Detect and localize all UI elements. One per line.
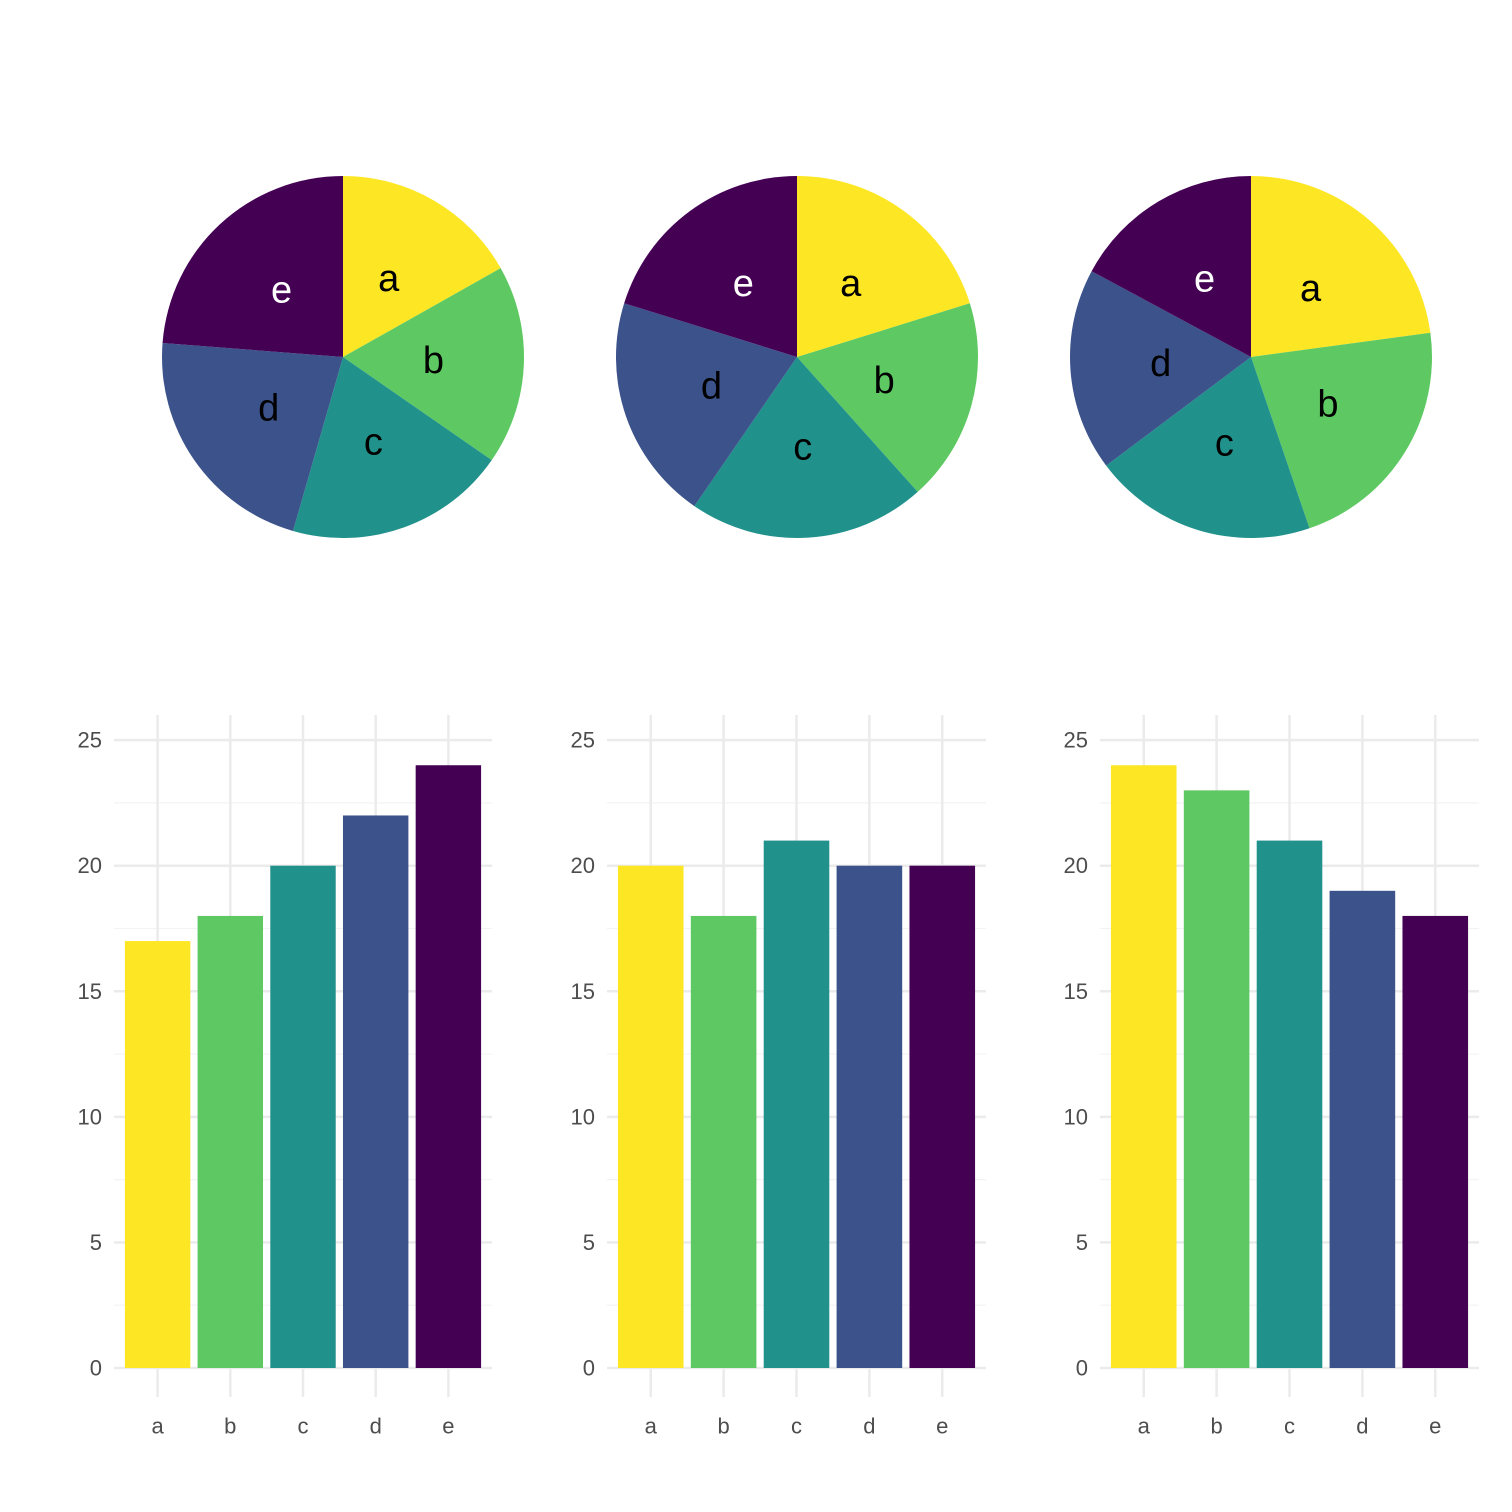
bar-chart-3: 0 5 10 15 20 25 a b c d e bbox=[1064, 715, 1479, 1439]
pie-slice-d bbox=[162, 342, 343, 531]
bar-c bbox=[763, 840, 830, 1368]
pie-slice-b bbox=[1251, 332, 1432, 529]
x-tick-label: c bbox=[791, 1414, 802, 1439]
pie-chart-1: abc d e bbox=[162, 176, 524, 538]
y-tick-label: 20 bbox=[78, 853, 102, 878]
bar-d bbox=[342, 815, 409, 1368]
y-tick-label: 10 bbox=[78, 1104, 102, 1129]
bar-e bbox=[1402, 915, 1469, 1368]
x-tick-label: b bbox=[224, 1414, 236, 1439]
pie-slice-a bbox=[1251, 176, 1431, 357]
pie-slice-label-a: a bbox=[378, 258, 400, 300]
pie-slice-label-c: c bbox=[364, 421, 383, 463]
x-tick-label: e bbox=[1429, 1414, 1441, 1439]
bar-b bbox=[690, 915, 757, 1368]
bar-c bbox=[1256, 840, 1323, 1368]
x-tick-label: d bbox=[863, 1414, 875, 1439]
pie-slice-label-b: b bbox=[874, 360, 895, 402]
bar-c bbox=[270, 865, 336, 1368]
pie-slice-label-b: b bbox=[1317, 384, 1338, 426]
x-tick-label: e bbox=[442, 1414, 454, 1439]
bar-b bbox=[197, 915, 264, 1368]
pie-slice-label-a: a bbox=[840, 263, 862, 305]
y-tick-label: 25 bbox=[1064, 728, 1088, 753]
bar-a bbox=[1110, 765, 1177, 1368]
pie-slice-e bbox=[162, 176, 343, 357]
pie-slice-a bbox=[797, 175, 970, 357]
y-tick-label: 5 bbox=[90, 1230, 102, 1255]
pie-chart-3: a b c d e bbox=[1069, 176, 1432, 539]
x-tick-label: d bbox=[1356, 1414, 1368, 1439]
bar-e bbox=[909, 865, 976, 1368]
bar-chart-2: 0 5 10 15 20 25 a b c d e bbox=[571, 715, 986, 1439]
y-tick-label: 10 bbox=[1064, 1104, 1088, 1129]
pie-slice-b bbox=[797, 303, 979, 492]
y-tick-label: 0 bbox=[583, 1356, 595, 1381]
pie-slice-label-e: e bbox=[1194, 258, 1215, 300]
y-tick-label: 0 bbox=[1076, 1356, 1088, 1381]
y-tick-label: 20 bbox=[571, 853, 595, 878]
pie-slice-label-d: d bbox=[1150, 343, 1171, 385]
y-tick-label: 15 bbox=[78, 979, 102, 1004]
bar-chart-1: 0 5 10 15 20 25 a b c d e bbox=[78, 715, 492, 1439]
pie-slice-d bbox=[615, 303, 797, 507]
pie-slice-label-d: d bbox=[258, 388, 279, 430]
pie-slice-b bbox=[343, 268, 524, 461]
pie-slice-label-b: b bbox=[423, 340, 444, 382]
x-tick-label: b bbox=[717, 1414, 729, 1439]
pie-slice-label-a: a bbox=[1300, 268, 1322, 310]
x-tick-label: a bbox=[151, 1414, 164, 1439]
x-tick-label: e bbox=[936, 1414, 948, 1439]
y-tick-label: 0 bbox=[90, 1356, 102, 1381]
bar-b bbox=[1183, 790, 1250, 1368]
x-tick-label: d bbox=[370, 1414, 382, 1439]
pie-slice-a bbox=[343, 176, 501, 357]
pie-chart-2: a b c d e bbox=[615, 175, 979, 539]
bar-a bbox=[124, 941, 191, 1368]
pie-slice-c bbox=[1106, 357, 1310, 539]
x-tick-label: c bbox=[298, 1414, 309, 1439]
pie-slice-label-d: d bbox=[701, 366, 722, 408]
x-tick-label: a bbox=[1138, 1414, 1151, 1439]
pie-slice-e bbox=[1091, 176, 1251, 357]
x-tick-label: c bbox=[1284, 1414, 1295, 1439]
pie-slice-label-e: e bbox=[271, 270, 292, 312]
bar-d bbox=[836, 865, 903, 1368]
y-tick-label: 10 bbox=[571, 1104, 595, 1129]
x-tick-label: a bbox=[645, 1414, 658, 1439]
y-tick-label: 25 bbox=[571, 728, 595, 753]
pie-slice-e bbox=[624, 176, 797, 357]
pie-slice-label-c: c bbox=[1215, 422, 1234, 464]
y-tick-label: 15 bbox=[571, 979, 595, 1004]
bar-a bbox=[617, 865, 684, 1368]
bar-charts-row: 0 5 10 15 20 25 a b c d e 0 5 10 15 20 25 a b c d e 0 5 10 15 20 25… bbox=[78, 715, 1479, 1439]
bar-d bbox=[1329, 890, 1396, 1368]
pie-slice-c bbox=[292, 357, 492, 538]
pie-slice-d bbox=[1069, 271, 1251, 466]
y-tick-label: 5 bbox=[583, 1230, 595, 1255]
pie-slice-label-e: e bbox=[733, 263, 754, 305]
y-tick-label: 20 bbox=[1064, 853, 1088, 878]
y-tick-label: 5 bbox=[1076, 1230, 1088, 1255]
bar-e bbox=[415, 765, 482, 1368]
x-tick-label: b bbox=[1210, 1414, 1222, 1439]
y-tick-label: 25 bbox=[78, 728, 102, 753]
y-tick-label: 15 bbox=[1064, 979, 1088, 1004]
pie-slice-c bbox=[694, 357, 918, 539]
pie-slice-label-c: c bbox=[793, 426, 812, 468]
